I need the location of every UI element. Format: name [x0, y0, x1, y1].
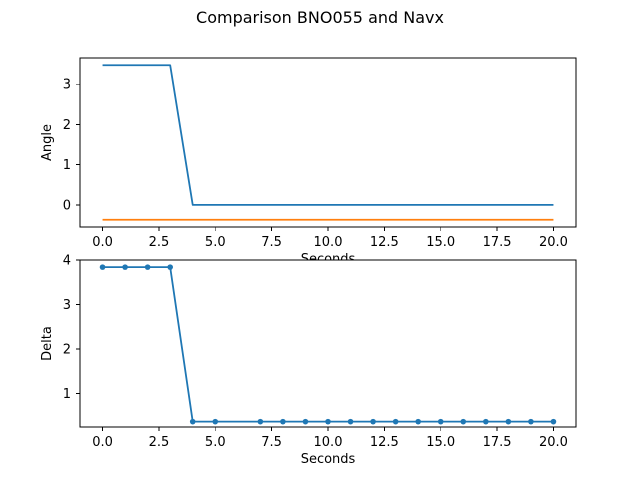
data-point — [483, 418, 489, 425]
data-point — [460, 418, 467, 425]
data-point — [415, 418, 421, 425]
data-point — [370, 418, 376, 425]
data-point — [528, 418, 534, 425]
data-point — [302, 418, 309, 425]
y-tick-label: 2 — [63, 343, 71, 358]
data-point — [167, 264, 173, 270]
x-tick-label: 20.0 — [539, 235, 568, 250]
x-tick-label: 10.0 — [314, 435, 343, 450]
figure-title: Comparison BNO055 and Navx — [196, 8, 444, 27]
data-point — [212, 418, 219, 425]
data-point — [280, 418, 286, 425]
y-tick-label: 4 — [63, 254, 71, 269]
data-point — [325, 418, 331, 425]
x-tick-label: 2.5 — [149, 435, 170, 450]
series-line-0 — [102, 266, 554, 423]
y-tick-label: 0 — [63, 198, 71, 213]
x-tick-label: 5.0 — [205, 435, 226, 450]
data-point — [550, 418, 557, 425]
x-tick-label: 12.5 — [370, 235, 399, 250]
x-axis-label: Seconds — [301, 452, 356, 467]
x-tick-label: 10.0 — [314, 235, 343, 250]
y-tick-label: 1 — [63, 387, 71, 402]
y-tick-label: 2 — [63, 118, 71, 133]
data-point — [505, 418, 512, 425]
y-tick-label: 3 — [63, 298, 71, 313]
x-tick-label: 15.0 — [426, 435, 455, 450]
x-tick-label: 5.0 — [205, 235, 226, 250]
data-point — [189, 418, 196, 425]
angle-subplot: 0.0 2.5 5.0 7.5 10.0 12.5 15.0 17.5 20.00123Seco… — [40, 57, 577, 267]
data-point — [392, 418, 399, 425]
data-point — [122, 264, 128, 270]
y-axis-label: Delta — [40, 326, 55, 361]
x-tick-label: 17.5 — [483, 435, 512, 450]
y-axis-label: Angle — [40, 124, 55, 161]
data-point — [257, 418, 264, 425]
data-point — [144, 264, 151, 270]
data-point — [437, 418, 444, 425]
data-point — [347, 418, 354, 425]
plot-background — [80, 260, 576, 427]
x-tick-label: 12.5 — [370, 435, 399, 450]
x-tick-label: 15.0 — [426, 235, 455, 250]
x-tick-label: 0.0 — [92, 435, 113, 450]
delta-subplot: 0.0 2.5 5.0 7.5 10.0 12.5 15.0 17.5 20.0 1 2 3 4 Seco… — [40, 254, 577, 467]
series-line-0 — [102, 64, 554, 206]
x-tick-label: 7.5 — [261, 435, 282, 450]
x-tick-label: 20.0 — [539, 435, 568, 450]
y-tick-label: 1 — [63, 158, 71, 173]
x-tick-label: 7.5 — [261, 235, 282, 250]
axes-frame — [79, 57, 577, 228]
x-tick-label: 17.5 — [483, 235, 512, 250]
data-point — [99, 264, 106, 270]
x-tick-label: 2.5 — [149, 235, 170, 250]
x-tick-label: 0.0 — [92, 235, 113, 250]
y-tick-label: 3 — [63, 78, 71, 93]
